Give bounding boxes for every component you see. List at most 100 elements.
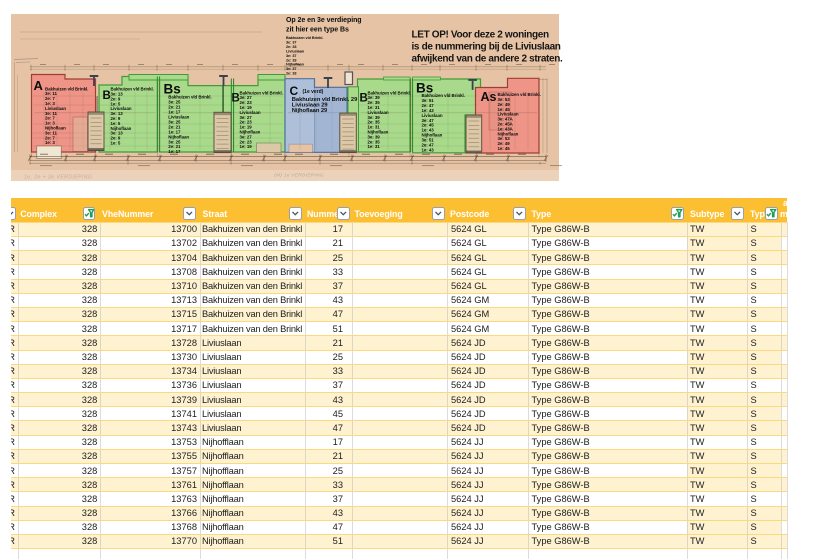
svg-text:2e: 23: 2e: 23 <box>240 120 253 125</box>
svg-text:2e: 45A: 2e: 45A <box>498 122 514 127</box>
svg-text:2e: 49: 2e: 49 <box>498 102 511 107</box>
svg-text:3e: 51: 3e: 51 <box>422 138 435 143</box>
svg-text:Nijhoflaan: Nijhoflaan <box>45 126 66 131</box>
svg-text:B: B <box>232 93 240 105</box>
svg-text:LET OP! Voor deze 2 woningen: LET OP! Voor deze 2 woningen <box>412 30 549 41</box>
svg-text:(1e verd): (1e verd) <box>303 89 324 95</box>
svg-text:3e: 27: 3e: 27 <box>240 115 253 120</box>
svg-text:3e: 11: 3e: 11 <box>45 91 58 96</box>
svg-text:B: B <box>103 90 111 102</box>
svg-text:Bs: Bs <box>164 82 181 97</box>
svg-text:3e: 37: 3e: 37 <box>286 54 296 58</box>
svg-text:2e: 7: 2e: 7 <box>45 135 55 140</box>
svg-text:is de nummering bij de Liviusl: is de nummering bij de Liviuslaan <box>412 42 561 53</box>
svg-text:3e: 25: 3e: 25 <box>168 100 181 105</box>
svg-text:1e: 5: 1e: 5 <box>111 121 121 126</box>
svg-text:C: C <box>290 84 299 98</box>
svg-text:3e: 27: 3e: 27 <box>240 134 253 139</box>
svg-text:Nijhoflaan: Nijhoflaan <box>498 131 519 136</box>
svg-text:2e: 9: 2e: 9 <box>111 116 121 121</box>
svg-text:2e: 35: 2e: 35 <box>368 139 381 144</box>
svg-text:Liviuslaan: Liviuslaan <box>45 106 66 111</box>
svg-text:3e: 53: 3e: 53 <box>498 136 511 141</box>
svg-text:3e: 51: 3e: 51 <box>422 98 435 103</box>
svg-text:2e: 33: 2e: 33 <box>286 72 296 76</box>
svg-text:Bakhuizen vld Brinkl.: Bakhuizen vld Brinkl. <box>240 90 283 95</box>
svg-text:1e: 3: 1e: 3 <box>45 101 55 106</box>
svg-text:3e: 47: 3e: 47 <box>422 118 435 123</box>
svg-text:As: As <box>481 90 497 104</box>
svg-text:2e: 21: 2e: 21 <box>168 144 181 149</box>
svg-text:3e: 27: 3e: 27 <box>240 95 253 100</box>
svg-text:(M) 1e VERDIEPING: (M) 1e VERDIEPING <box>274 173 324 179</box>
svg-text:Bakhuizen vld Brinkl.: Bakhuizen vld Brinkl. <box>498 92 541 97</box>
svg-text:Bakhuizen vld Brinkl.: Bakhuizen vld Brinkl. <box>286 36 323 40</box>
svg-text:3e: 53: 3e: 53 <box>498 97 511 102</box>
svg-text:Liviuslaan: Liviuslaan <box>240 110 261 115</box>
svg-text:1e, 2e + 3e VERDIEPING: 1e, 2e + 3e VERDIEPING <box>24 175 92 181</box>
svg-text:3e: 11: 3e: 11 <box>45 111 58 116</box>
svg-text:1e: 19: 1e: 19 <box>240 144 253 149</box>
svg-text:2e: 9: 2e: 9 <box>111 136 121 141</box>
svg-text:1e: 43: 1e: 43 <box>422 128 435 133</box>
svg-text:1e: 3: 1e: 3 <box>45 121 55 126</box>
svg-text:Nijhoflaan: Nijhoflaan <box>422 133 443 138</box>
svg-text:2e: 7: 2e: 7 <box>45 116 55 121</box>
svg-text:1e: 5: 1e: 5 <box>111 141 121 146</box>
svg-text:Bakhuizen vld Brinkl. 29: Bakhuizen vld Brinkl. 29 <box>292 97 358 103</box>
svg-text:A: A <box>34 78 44 93</box>
svg-text:2e: 23: 2e: 23 <box>240 139 253 144</box>
svg-text:Op 2e en 3e verdieping: Op 2e en 3e verdieping <box>286 17 362 24</box>
svg-text:Nijhoflaan: Nijhoflaan <box>168 134 189 139</box>
svg-text:2e: 7: 2e: 7 <box>45 96 55 101</box>
svg-text:Bakhuizen vld Brinkl.: Bakhuizen vld Brinkl. <box>168 95 211 100</box>
svg-text:Bakhuizen vld Brinkl.: Bakhuizen vld Brinkl. <box>422 93 465 98</box>
svg-text:1e: 43A: 1e: 43A <box>498 126 514 131</box>
svg-text:1e: 19: 1e: 19 <box>240 105 253 110</box>
svg-text:Bakhuizen vld Brinkl.: Bakhuizen vld Brinkl. <box>45 86 88 91</box>
svg-text:3e: 37: 3e: 37 <box>286 67 296 71</box>
svg-text:1e: 31: 1e: 31 <box>368 105 381 110</box>
svg-text:1e: 43: 1e: 43 <box>422 108 435 113</box>
svg-text:2e: 35: 2e: 35 <box>368 100 381 105</box>
svg-text:1e: 45: 1e: 45 <box>498 107 511 112</box>
svg-text:3e: 13: 3e: 13 <box>111 92 124 97</box>
svg-text:1e: 3: 1e: 3 <box>45 140 55 145</box>
svg-text:3e: 25: 3e: 25 <box>168 139 181 144</box>
svg-text:2e: 49: 2e: 49 <box>498 141 511 146</box>
svg-text:3e: 13: 3e: 13 <box>111 131 124 136</box>
svg-text:Bakhuizen vld Brinkl.: Bakhuizen vld Brinkl. <box>368 90 411 95</box>
svg-text:1e: 43: 1e: 43 <box>422 147 435 152</box>
svg-text:2e: 45: 2e: 45 <box>422 123 435 128</box>
svg-text:1e: 45: 1e: 45 <box>498 146 511 151</box>
svg-text:Liviuslaan: Liviuslaan <box>368 110 389 115</box>
svg-text:2e: 21: 2e: 21 <box>168 105 181 110</box>
svg-text:Liviuslaan: Liviuslaan <box>168 115 189 120</box>
svg-text:1e: 19: 1e: 19 <box>240 125 253 130</box>
svg-text:2e: 21: 2e: 21 <box>168 124 181 129</box>
svg-text:1e: 17: 1e: 17 <box>168 129 181 134</box>
svg-text:3e: 47A: 3e: 47A <box>498 117 514 122</box>
svg-text:3e: 13: 3e: 13 <box>111 111 124 116</box>
svg-text:2e: 47: 2e: 47 <box>422 143 435 148</box>
svg-text:3e: 39: 3e: 39 <box>368 134 381 139</box>
svg-text:Liviuslaan: Liviuslaan <box>111 106 132 111</box>
svg-text:3e: 39: 3e: 39 <box>368 95 381 100</box>
svg-text:3e: 11: 3e: 11 <box>45 130 58 135</box>
svg-text:Bakhuizen vld Brinkl.: Bakhuizen vld Brinkl. <box>111 87 154 92</box>
svg-text:1e: 31: 1e: 31 <box>368 125 381 130</box>
svg-text:3e: 37: 3e: 37 <box>286 41 296 45</box>
svg-text:Liviuslaan: Liviuslaan <box>498 112 519 117</box>
svg-text:Liviuslaan 29: Liviuslaan 29 <box>292 103 329 109</box>
svg-text:1e: 17: 1e: 17 <box>168 149 181 154</box>
svg-text:2e: 33: 2e: 33 <box>286 58 296 62</box>
svg-text:Nijhoflaan: Nijhoflaan <box>286 63 305 67</box>
svg-text:Liviuslaan: Liviuslaan <box>422 113 443 118</box>
svg-text:B: B <box>360 93 368 105</box>
svg-text:Bs: Bs <box>416 80 433 95</box>
svg-text:2e: 47: 2e: 47 <box>422 103 435 108</box>
svg-text:3e: 25: 3e: 25 <box>168 119 181 124</box>
svg-text:2e: 33: 2e: 33 <box>286 45 296 49</box>
svg-text:Nijhoflaan 29: Nijhoflaan 29 <box>292 108 328 114</box>
svg-text:1e: 5: 1e: 5 <box>111 101 121 106</box>
